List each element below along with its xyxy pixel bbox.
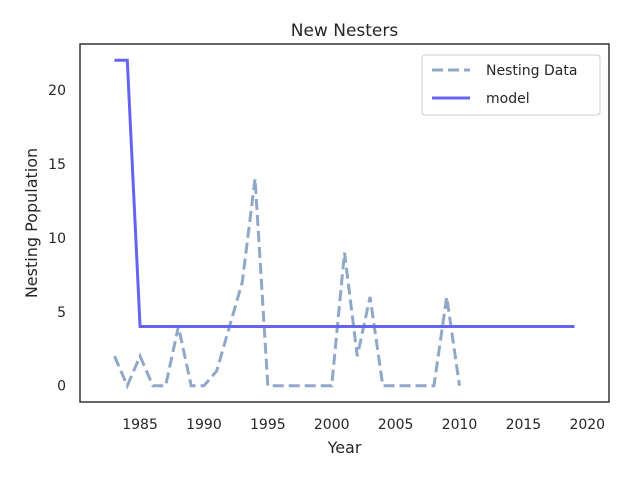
x-tick-label: 2010 xyxy=(442,417,478,433)
x-tick-label: 1990 xyxy=(186,417,222,433)
legend: Nesting Data model xyxy=(421,54,601,116)
x-axis-title: Year xyxy=(327,438,362,457)
y-tick-label: 15 xyxy=(48,157,66,173)
y-axis-title: Nesting Population xyxy=(22,148,41,298)
chart-title: New Nesters xyxy=(291,21,399,41)
x-tick-label: 2005 xyxy=(378,417,414,433)
series-line-nesting-data xyxy=(113,178,461,390)
y-tick-label: 5 xyxy=(57,305,66,321)
y-tick-label: 10 xyxy=(48,231,66,247)
x-tick-label: 2020 xyxy=(569,417,605,433)
x-tick-label: 2000 xyxy=(314,417,350,433)
plot-frame xyxy=(79,43,610,403)
x-tick-label: 1995 xyxy=(250,417,286,433)
axis-ticks: 1985 1990 1995 2000 2005 2010 2015 2020 0 5 10 15 20 xyxy=(48,83,605,433)
series-line-model xyxy=(114,58,575,329)
plot-area xyxy=(113,58,575,390)
x-tick-label: 2015 xyxy=(506,417,542,433)
legend-label-nesting-data: Nesting Data xyxy=(486,63,577,79)
legend-label-model: model xyxy=(486,91,530,107)
y-tick-label: 0 xyxy=(57,379,66,395)
y-tick-label: 20 xyxy=(48,83,66,99)
x-tick-label: 1985 xyxy=(122,417,158,433)
